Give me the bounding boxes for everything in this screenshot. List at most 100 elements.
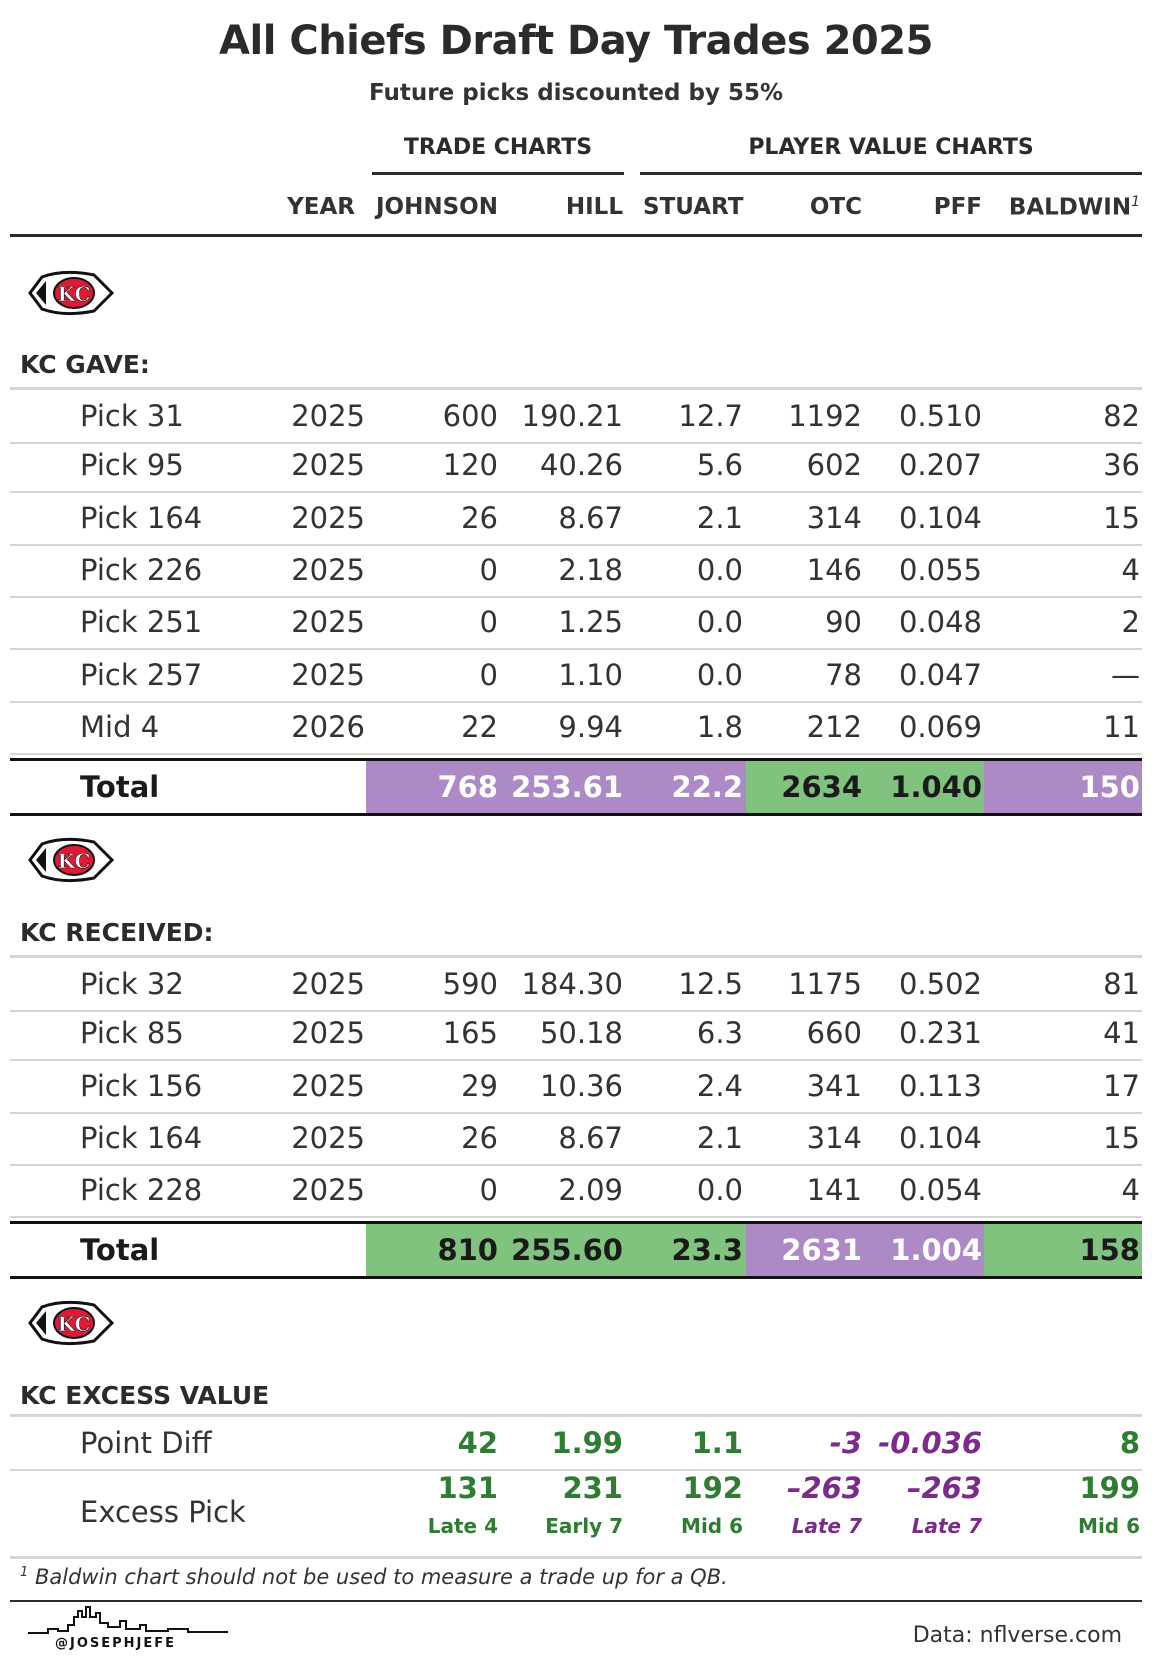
cell-johnson: 26 [461, 500, 498, 535]
gave-table-row: Pick 257 2025 0 1.10 0.0 78 0.047 — [10, 649, 1142, 703]
cell-stuart: 6.3 [696, 1016, 743, 1051]
chiefs-logo-icon [28, 837, 114, 883]
pick-label: Pick 164 [80, 1120, 203, 1155]
cell-johnson: 590 [442, 967, 498, 1001]
cell-stuart: 12.7 [678, 399, 743, 433]
received-total-hill: 255.60 [511, 1233, 623, 1267]
received-total-fill-baldwin [984, 1224, 1142, 1276]
point-diff-label: Point Diff [80, 1426, 212, 1460]
cell-year: 2025 [291, 657, 365, 692]
chiefs-logo-icon [28, 1300, 114, 1346]
received-table-row: Pick 32 2025 590 184.30 12.5 1175 0.502 81 [10, 955, 1142, 1012]
footnote-marker: 1 [1131, 194, 1140, 210]
gave-total-fill-otc-pff [746, 761, 984, 813]
gave-total-fill-baldwin [984, 761, 1142, 813]
excess-pick-otc: –263 [786, 1471, 862, 1505]
cell-year: 2025 [291, 1120, 365, 1155]
cell-johnson: 600 [442, 399, 498, 433]
excess-pick-otc-round: Late 7 [791, 1514, 862, 1538]
pick-label: Pick 85 [80, 1016, 184, 1051]
cell-stuart: 0.0 [696, 657, 743, 692]
excess-pick-johnson: 131 [437, 1471, 498, 1505]
received-total-stuart: 23.3 [671, 1233, 743, 1267]
received-table-row: Pick 156 2025 29 10.36 2.4 341 0.113 17 [10, 1060, 1142, 1114]
cell-hill: 2.18 [558, 552, 623, 587]
excess-point-diff-row: Point Diff 42 1.99 1.1 -3 -0.036 8 [10, 1414, 1142, 1471]
point-diff-stuart: 1.1 [691, 1426, 743, 1460]
received-total-pff: 1.004 [890, 1233, 982, 1267]
gave-total-johnson: 768 [437, 770, 498, 804]
cell-hill: 50.18 [539, 1016, 623, 1051]
cell-otc: 314 [806, 1120, 862, 1155]
cell-hill: 190.21 [521, 399, 623, 433]
excess-pick-hill-round: Early 7 [545, 1514, 623, 1538]
cell-baldwin: 4 [1121, 552, 1140, 587]
cell-hill: 1.10 [558, 657, 623, 692]
pick-label: Pick 251 [80, 605, 203, 640]
cell-otc: 341 [806, 1068, 862, 1103]
cell-baldwin: 17 [1103, 1068, 1140, 1103]
cell-pff: 0.113 [898, 1068, 982, 1103]
cell-johnson: 0 [479, 605, 498, 640]
cell-pff: 0.231 [898, 1016, 982, 1051]
skyline-logo-icon [28, 1606, 228, 1634]
col-pff: PFF [933, 194, 982, 220]
cell-baldwin: 41 [1103, 1016, 1140, 1051]
cell-otc: 146 [806, 552, 862, 587]
cell-year: 2026 [291, 709, 365, 744]
cell-hill: 2.09 [558, 1173, 623, 1208]
excess-pick-johnson-round: Late 4 [427, 1514, 498, 1538]
cell-stuart: 5.6 [696, 448, 743, 483]
cell-stuart: 12.5 [678, 967, 743, 1001]
received-total-otc: 2631 [781, 1233, 862, 1267]
cell-stuart: 1.8 [696, 709, 743, 744]
cell-baldwin: 11 [1103, 709, 1140, 744]
cell-johnson: 0 [479, 552, 498, 587]
pick-label: Pick 164 [80, 500, 203, 535]
cell-otc: 314 [806, 500, 862, 535]
gave-table-row: Mid 4 2026 22 9.94 1.8 212 0.069 11 [10, 701, 1142, 755]
received-total-row: Total 810 255.60 23.3 2631 1.004 158 [10, 1221, 1142, 1279]
cell-hill: 184.30 [521, 967, 623, 1001]
cell-baldwin: 81 [1103, 967, 1140, 1001]
cell-stuart: 0.0 [696, 605, 743, 640]
col-hill: HILL [565, 194, 623, 220]
cell-pff: 0.502 [898, 967, 982, 1001]
pick-label: Pick 156 [80, 1068, 203, 1103]
point-diff-hill: 1.99 [551, 1426, 623, 1460]
cell-johnson: 120 [442, 448, 498, 483]
cell-baldwin: 15 [1103, 1120, 1140, 1155]
gave-total-hill: 253.61 [511, 770, 623, 804]
cell-year: 2025 [291, 448, 365, 483]
cell-johnson: 0 [479, 1173, 498, 1208]
cell-otc: 602 [806, 448, 862, 483]
cell-year: 2025 [291, 500, 365, 535]
cell-pff: 0.055 [898, 552, 982, 587]
chiefs-logo-icon [28, 270, 114, 316]
gave-total-baldwin: 150 [1079, 770, 1140, 804]
gave-total-stuart: 22.2 [671, 770, 743, 804]
gave-total-pff: 1.040 [890, 770, 982, 804]
page-subtitle: Future picks discounted by 55% [368, 80, 784, 106]
cell-hill: 10.36 [539, 1068, 623, 1103]
point-diff-otc: -3 [829, 1426, 862, 1460]
cell-baldwin: 82 [1103, 399, 1140, 433]
cell-pff: 0.104 [898, 1120, 982, 1155]
excess-pick-stuart-round: Mid 6 [681, 1514, 743, 1538]
footnote-text: Baldwin chart should not be used to meas… [34, 1565, 728, 1589]
col-otc: OTC [809, 194, 862, 220]
section-title-gave: KC GAVE: [20, 350, 150, 379]
excess-pick-pff: –263 [906, 1471, 982, 1505]
cell-johnson: 165 [442, 1016, 498, 1051]
section-title-excess: KC EXCESS VALUE [20, 1381, 270, 1410]
trade-charts-group-label: TRADE CHARTS [403, 135, 593, 160]
cell-pff: 0.054 [898, 1173, 982, 1208]
cell-pff: 0.104 [898, 500, 982, 535]
col-stuart: STUART [643, 194, 744, 220]
cell-pff: 0.207 [898, 448, 982, 483]
cell-year: 2025 [291, 1068, 365, 1103]
gave-total-fill-trade [366, 761, 746, 813]
player-value-charts-group-label: PLAYER VALUE CHARTS [748, 135, 1034, 160]
cell-baldwin: 2 [1121, 605, 1140, 640]
cell-johnson: 29 [461, 1068, 498, 1103]
